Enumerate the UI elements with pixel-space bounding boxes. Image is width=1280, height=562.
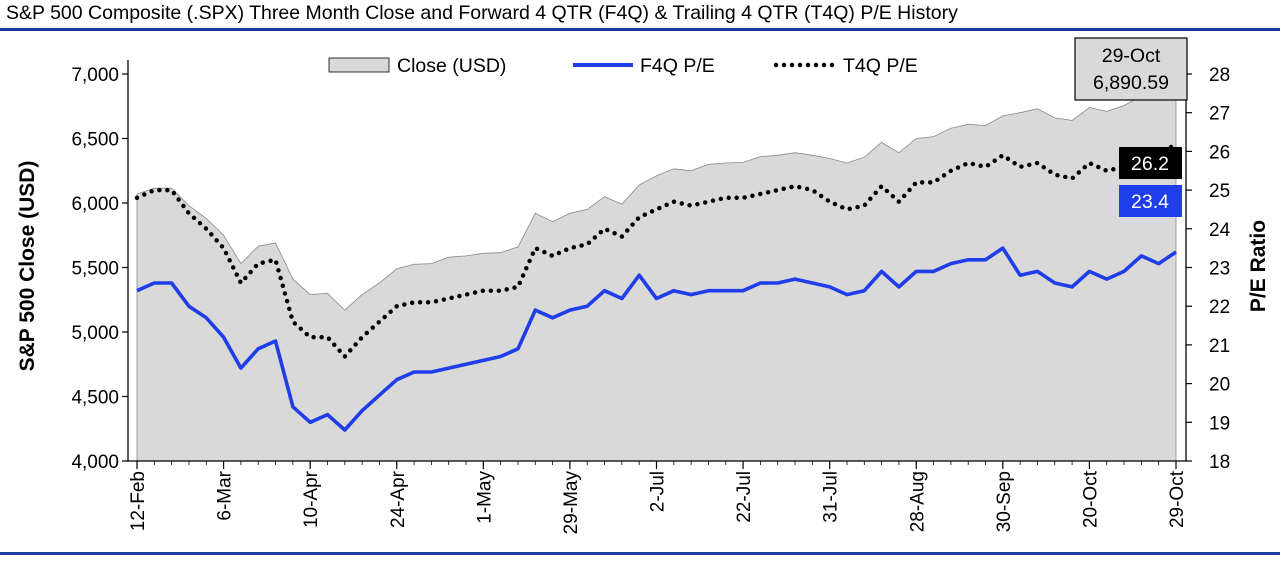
bottom-rule	[0, 552, 1280, 555]
y-axis-right-label: P/E Ratio	[1247, 220, 1270, 312]
legend-close-swatch	[328, 57, 390, 73]
legend: Close (USD) F4Q P/E T4Q P/E	[328, 55, 918, 77]
x-tick-label: 20-Oct	[1080, 470, 1101, 528]
y-left-tick-label: 5,500	[71, 259, 119, 280]
x-tick-label: 6-Mar	[215, 470, 236, 520]
f4q-last-value: 23.4	[1131, 191, 1169, 213]
y-right-tick-label: 23	[1209, 259, 1230, 280]
t4q-last-box-bg	[1119, 147, 1182, 179]
y-right-tick-label: 25	[1209, 181, 1230, 202]
x-tick-label: 2-Jul	[648, 471, 669, 512]
t4q-last-value: 26.2	[1131, 153, 1169, 175]
x-tick-label: 29-May	[561, 471, 582, 535]
pe-lines-layer	[134, 141, 1179, 432]
close-callout-value: 6,890.59	[1093, 72, 1169, 94]
y-right-tick-label: 20	[1209, 375, 1230, 396]
x-tick-label: 10-Apr	[301, 470, 322, 528]
x-tick-label: 12-Feb	[128, 471, 149, 531]
x-tick-label: 30-Sep	[994, 471, 1015, 532]
title-rule	[0, 28, 1280, 31]
y-right-tick-label: 19	[1209, 413, 1230, 434]
close-area-layer	[136, 87, 1177, 462]
y-left-tick-label: 6,500	[71, 130, 119, 151]
y-left-tick-label: 4,000	[71, 452, 119, 473]
y-left-tick-label: 7,000	[71, 65, 119, 86]
y-left-tick-label: 4,500	[71, 388, 119, 409]
y-right-tick-label: 24	[1209, 220, 1231, 241]
x-tick-label: 22-Jul	[734, 471, 755, 523]
chart-title: S&P 500 Composite (.SPX) Three Month Clo…	[6, 2, 958, 24]
legend-close-label: Close (USD)	[397, 55, 506, 77]
y-left-tick-label: 6,000	[71, 194, 119, 215]
x-tick-label: 1-May	[474, 471, 495, 524]
f4q-last-box: 23.4	[1119, 185, 1182, 217]
series-close-area	[136, 87, 1177, 462]
x-tick-label: 31-Jul	[821, 471, 842, 523]
y-right-tick-label: 26	[1209, 142, 1230, 163]
series-t4q-line	[134, 141, 1179, 359]
y-right-tick-label: 22	[1209, 297, 1230, 318]
y-right-tick-label: 27	[1209, 104, 1230, 125]
t4q-last-box: 26.2	[1119, 147, 1182, 179]
y-right-tick-label: 18	[1209, 452, 1230, 473]
y-left-tick-label: 5,000	[71, 323, 119, 344]
close-callout: 29-Oct 6,890.59	[1074, 37, 1188, 101]
axes-layer: 4,000 4,500 5,000 5,500 6,000 6,500 7,000 18 19 2…	[71, 60, 1231, 535]
f4q-last-box-bg	[1119, 185, 1182, 217]
close-callout-box	[1074, 37, 1188, 101]
y-right-tick-label: 21	[1209, 336, 1230, 357]
close-callout-date: 29-Oct	[1102, 45, 1161, 67]
legend-f4q-label: F4Q P/E	[640, 55, 715, 77]
x-tick-label: 24-Apr	[388, 470, 409, 528]
x-tick-label: 29-Oct	[1167, 470, 1188, 528]
series-f4q-line	[136, 246, 1178, 432]
y-axis-left-label: S&P 500 Close (USD)	[16, 161, 39, 372]
y-right-tick-label: 28	[1209, 65, 1230, 86]
legend-t4q-label: T4Q P/E	[843, 55, 918, 77]
x-tick-label: 28-Aug	[907, 471, 928, 532]
